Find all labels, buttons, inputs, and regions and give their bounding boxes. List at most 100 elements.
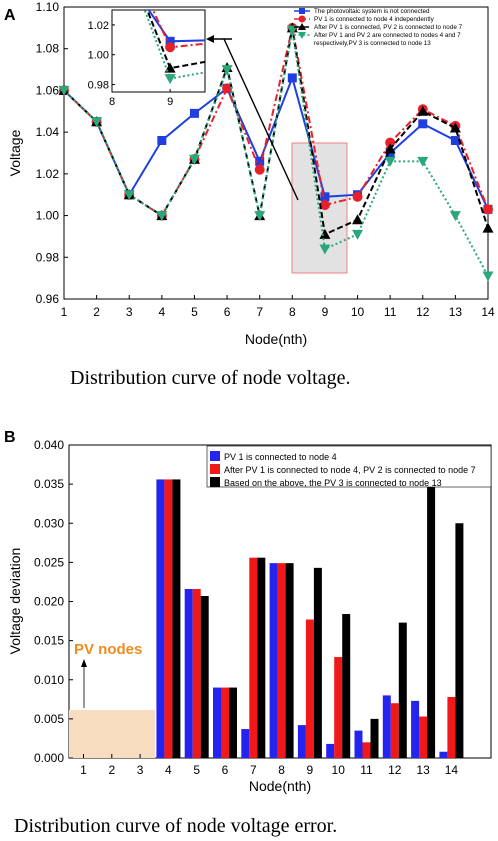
x-tick-label: 7 — [256, 305, 263, 319]
panel-a-x-tick-labels: 1 2 3 4 5 6 7 8 9 10 11 12 13 14 — [61, 305, 495, 319]
legend-marker-1 — [299, 8, 305, 14]
series-4-point — [319, 244, 331, 255]
x-tick-label: 9 — [307, 763, 314, 777]
y-tick-label: 0.96 — [36, 292, 60, 306]
legend-marker-2 — [298, 15, 306, 23]
panel-b-bars — [156, 479, 464, 758]
bar-series-3-node-7 — [257, 557, 266, 758]
x-tick-label: 6 — [222, 763, 229, 777]
x-tick-label: 14 — [481, 305, 495, 319]
legend-label-3: After PV 1 is connected, PV 2 is connect… — [314, 24, 463, 31]
y-tick-label: 1.08 — [36, 42, 60, 56]
bar-series-2-node-5 — [192, 588, 201, 758]
bar-series-2-node-11 — [362, 742, 371, 758]
x-tick-label: 2 — [108, 763, 115, 777]
x-tick-label: 10 — [351, 305, 365, 319]
x-tick-label: 11 — [360, 763, 373, 777]
inset-x-tick-label: 8 — [109, 96, 115, 108]
bar-series-2-node-4 — [164, 479, 173, 758]
bar-series-1-node-12 — [382, 695, 391, 758]
legend-label-3: Based on the above, the PV 3 is connecte… — [224, 478, 442, 488]
panel-a-inset-series — [143, 10, 205, 85]
y-tick-label: 0.000 — [34, 751, 64, 765]
bar-series-2-node-10 — [334, 657, 343, 758]
inset-series-2-point — [165, 42, 176, 53]
panel-a-inset-tick-labels: 0.98 1.00 1.02 8 9 — [88, 20, 174, 108]
y-tick-label: 0.98 — [36, 250, 60, 264]
bar-series-1-node-14 — [439, 751, 448, 758]
legend-swatch-3 — [210, 477, 220, 487]
bar-series-1-node-11 — [354, 730, 363, 758]
series-4-point — [417, 156, 429, 167]
panel-b-letter: B — [4, 429, 16, 446]
panel-a-letter: A — [4, 7, 16, 24]
x-tick-label: 11 — [384, 305, 397, 319]
series-1-point — [189, 108, 199, 118]
y-tick-label: 1.02 — [36, 167, 60, 181]
panel-b-deviation-chart: B PV nodes 0.000 0.005 0.010 0.015 0.020 0.02… — [4, 429, 492, 837]
bar-series-1-node-13 — [411, 700, 420, 758]
series-line-4 — [63, 29, 489, 277]
series-3-point — [449, 122, 461, 133]
x-tick-label: 12 — [416, 305, 430, 319]
x-tick-label: 8 — [289, 305, 296, 319]
panel-a-zoom-arrowhead — [206, 35, 214, 43]
x-tick-label: 8 — [278, 763, 285, 777]
y-tick-label: 1.04 — [36, 125, 60, 139]
series-4-point — [123, 190, 135, 201]
series-2-point — [483, 204, 493, 215]
series-4-point — [286, 25, 298, 36]
series-2-point — [319, 200, 330, 211]
bar-series-2-node-14 — [447, 696, 456, 758]
series-4-point — [449, 211, 461, 222]
series-2-point — [254, 164, 265, 175]
series-1-point — [157, 135, 167, 145]
x-tick-label: 3 — [137, 763, 144, 777]
series-4-point — [254, 211, 266, 222]
legend-swatch-2 — [210, 464, 220, 474]
y-tick-label: 0.040 — [34, 438, 64, 452]
panel-b-x-tick-labels: 1 2 3 4 5 6 7 8 9 10 11 12 13 14 — [80, 763, 458, 777]
bar-series-1-node-8 — [269, 563, 278, 758]
panel-b-caption: Distribution curve of node voltage error… — [14, 815, 337, 837]
panel-a-tick-marks — [63, 6, 489, 300]
y-tick-label: 0.020 — [34, 595, 64, 609]
series-1-point — [287, 73, 297, 83]
bar-series-3-node-14 — [455, 523, 464, 758]
x-tick-label: 10 — [332, 763, 346, 777]
y-tick-label: 0.025 — [34, 555, 64, 569]
panel-b-x-axis-title: Node(nth) — [249, 778, 311, 794]
inset-y-tick-label: 1.00 — [88, 50, 109, 62]
legend-marker-4 — [298, 32, 306, 39]
x-tick-label: 5 — [193, 763, 200, 777]
panel-a-zoom-region — [291, 142, 348, 274]
series-3-point — [482, 222, 494, 233]
panel-b-pv-nodes-label: PV nodes — [74, 641, 142, 658]
bar-series-1-node-4 — [156, 479, 165, 758]
y-tick-label: 0.030 — [34, 516, 64, 530]
inset-series-1-point — [165, 36, 175, 46]
x-tick-label: 3 — [126, 305, 133, 319]
x-tick-label: 13 — [416, 763, 430, 777]
panel-a-inset: 0.98 1.00 1.02 8 9 — [88, 9, 206, 108]
y-tick-label: 0.010 — [34, 673, 64, 687]
legend-swatch-1 — [210, 451, 220, 461]
x-tick-label: 13 — [449, 305, 463, 319]
panel-b-legend: PV 1 is connected to node 4 After PV 1 is… — [206, 445, 492, 488]
series-3-point — [352, 214, 364, 225]
series-4-point — [156, 211, 168, 222]
panel-b-pv-nodes-arrowhead — [81, 659, 87, 667]
legend-box — [206, 445, 492, 488]
bar-series-1-node-6 — [213, 687, 221, 758]
bar-series-3-node-10 — [342, 614, 351, 758]
series-3-point — [384, 143, 396, 154]
legend-label-2: PV 1 is connected to node 4 independentl… — [314, 16, 435, 23]
inset-y-tick-label: 1.02 — [88, 20, 109, 32]
series-2-point — [352, 191, 363, 202]
bar-series-3-node-8 — [285, 563, 294, 758]
inset-x-tick-label: 9 — [167, 96, 173, 108]
bar-series-2-node-6 — [221, 687, 229, 758]
bar-series-1-node-7 — [241, 729, 250, 758]
series-3-point — [417, 105, 429, 116]
panel-a-zoom-pointer-line — [223, 38, 299, 201]
